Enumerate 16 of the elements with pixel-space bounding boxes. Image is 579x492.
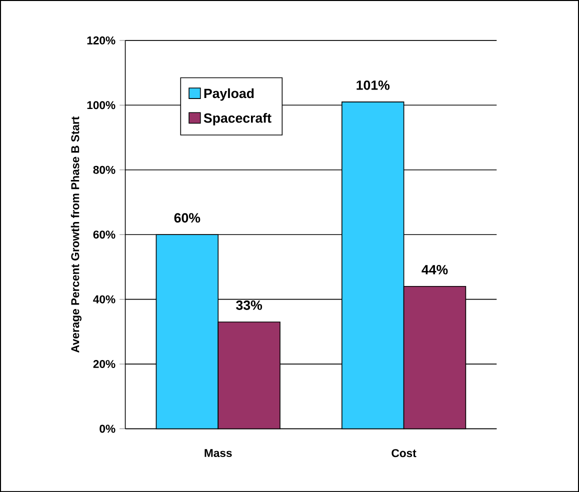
y-tick-label: 80% xyxy=(93,166,116,174)
data-label: 44% xyxy=(422,264,448,274)
legend-label: Payload xyxy=(204,88,254,101)
y-tick-label: 0% xyxy=(100,424,116,433)
data-label: 33% xyxy=(236,300,262,310)
y-tick-label: 100% xyxy=(87,101,116,110)
data-label: 101% xyxy=(356,80,390,90)
data-label: 60% xyxy=(174,213,200,222)
y-tick-label: 60% xyxy=(93,230,116,239)
x-tick-label: Mass xyxy=(204,449,232,457)
y-axis-title: Average Percent Growth from Phase B Start xyxy=(70,116,82,353)
y-tick-label: 20% xyxy=(93,360,116,368)
x-tick-label: Cost xyxy=(392,449,416,458)
y-tick-label: 120% xyxy=(87,36,116,44)
y-tick-label: 40% xyxy=(93,295,116,304)
legend-label: Spacecraft xyxy=(204,112,272,126)
